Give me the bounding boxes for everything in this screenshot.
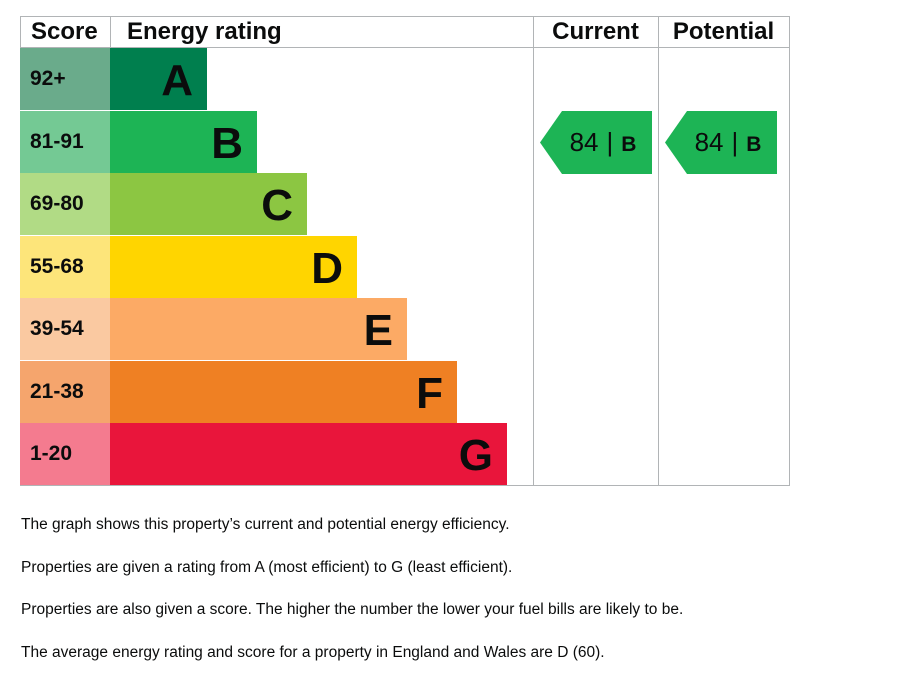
score-range-a: 92+	[20, 48, 110, 110]
chart-border-right	[789, 16, 790, 486]
rating-bar-a: A	[110, 48, 207, 110]
rating-letter-a: A	[161, 56, 193, 105]
rating-letter-b: B	[211, 118, 243, 168]
note-score: Properties are also given a score. The h…	[21, 601, 684, 618]
rating-letter-e: E	[363, 306, 393, 355]
score-range-g: 1-20	[20, 423, 110, 485]
rating-letter-g: G	[458, 431, 493, 480]
current-potential-divider	[658, 16, 659, 486]
rating-bar-c: C	[110, 173, 307, 235]
note-graph: The graph shows this property’s current …	[21, 516, 510, 533]
score-range-c: 69-80	[20, 173, 110, 235]
current-arrow-shape	[540, 110, 652, 174]
potential-arrow-shape	[665, 110, 777, 174]
score-range-e: 39-54	[20, 298, 110, 360]
energy-rating-chart: Score Energy rating Current Potential 92…	[20, 16, 790, 486]
header-potential: Potential	[672, 18, 775, 45]
score-range-b: 81-91	[20, 110, 110, 173]
rating-bar-f: F	[110, 360, 457, 423]
rating-bar-b: B	[110, 110, 257, 173]
header-divider	[20, 47, 790, 48]
rating-bar-d: D	[110, 235, 357, 298]
chart-border-bottom	[20, 485, 790, 486]
chart-border-top	[20, 16, 790, 17]
header-energy-rating: Energy rating	[127, 18, 282, 45]
rating-letter-d: D	[311, 243, 343, 293]
current-rating-label: 84 | B	[540, 111, 652, 174]
rating-letter-f: F	[416, 368, 443, 418]
explanation-notes: The graph shows this property’s current …	[21, 512, 881, 682]
potential-rating-label: 84 | B	[665, 111, 777, 174]
header-score: Score	[31, 18, 98, 45]
score-range-d: 55-68	[20, 235, 110, 298]
current-rating-arrow: 84 | B	[540, 110, 652, 174]
rating-bar-e: E	[110, 298, 407, 360]
note-average: The average energy rating and score for …	[21, 643, 605, 661]
header-current: Current	[552, 18, 639, 45]
current-score: 84	[569, 126, 599, 157]
potential-letter: B	[746, 132, 762, 156]
current-letter: B	[621, 132, 637, 156]
potential-rating-arrow: 84 | B	[665, 110, 777, 174]
rating-letter-c: C	[261, 181, 293, 230]
rating-bar-g: G	[110, 423, 507, 485]
note-ratings: Properties are given a rating from A (mo…	[21, 558, 513, 576]
potential-separator: |	[731, 126, 739, 157]
chart-border-left	[20, 16, 21, 48]
potential-score: 84	[694, 126, 724, 157]
current-separator: |	[606, 126, 614, 157]
score-range-f: 21-38	[20, 360, 110, 423]
rating-current-divider	[533, 16, 534, 486]
score-rating-divider	[110, 16, 111, 48]
